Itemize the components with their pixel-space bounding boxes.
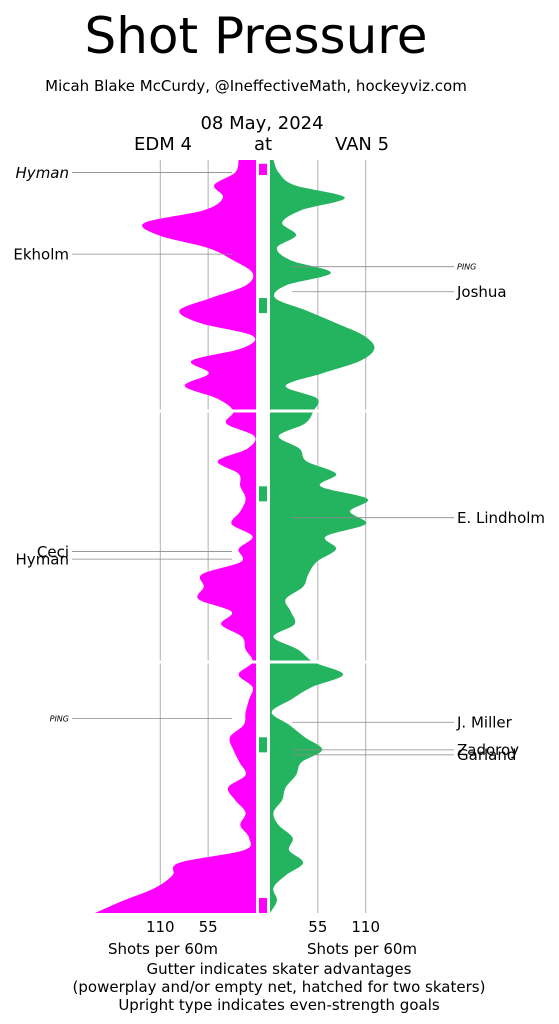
footnote-1: Gutter indicates skater advantages	[147, 960, 412, 978]
away-team-label: EDM 4	[134, 134, 192, 155]
gutter	[259, 163, 267, 913]
goal-label-edm: Ekholm	[13, 245, 69, 263]
pressure-areas	[95, 160, 375, 913]
x-axis-label-left: Shots per 60m	[108, 940, 218, 958]
tick-label-left: 110	[146, 918, 175, 936]
van-pressure-area	[270, 160, 375, 913]
goal-label-van: Garland	[457, 746, 516, 764]
goal-label-van: Zadoroy	[457, 741, 519, 759]
grid-lines	[159, 160, 367, 913]
gutter-mark	[259, 163, 267, 176]
game-date: 08 May, 2024	[200, 113, 323, 134]
goal-label-edm: Hyman	[16, 550, 69, 568]
tick-label-right: 110	[351, 918, 380, 936]
axis-ticks: 110 110 55 55	[146, 918, 380, 936]
footnote-3: Upright type indicates even-strength goa…	[118, 996, 440, 1014]
goal-label-van: PING	[457, 262, 476, 271]
at-label: at	[254, 134, 272, 155]
home-team-label: VAN 5	[335, 134, 389, 155]
tick-label-left: 55	[199, 918, 218, 936]
goal-label-edm: Ceci	[37, 543, 69, 561]
goal-label-edm: Hyman	[16, 164, 69, 182]
gutter-mark	[259, 897, 267, 913]
goal-label-van: Joshua	[456, 283, 507, 301]
tick-label-right: 55	[308, 918, 327, 936]
footnote-2: (powerplay and/or empty net, hatched for…	[73, 978, 486, 996]
edm-pressure-area	[95, 160, 256, 913]
chart-subtitle: Micah Blake McCurdy, @IneffectiveMath, h…	[45, 77, 467, 95]
gutter-mark	[259, 298, 267, 314]
x-axis-label-right: Shots per 60m	[307, 940, 417, 958]
gutter-mark	[259, 737, 267, 753]
goal-label-edm: PING	[50, 714, 69, 723]
period-dividers	[150, 409, 400, 664]
goal-label-van: E. Lindholm	[457, 509, 545, 527]
gutter-mark	[259, 486, 267, 502]
chart-title: Shot Pressure	[84, 7, 427, 65]
goal-label-van: J. Miller	[456, 713, 513, 731]
